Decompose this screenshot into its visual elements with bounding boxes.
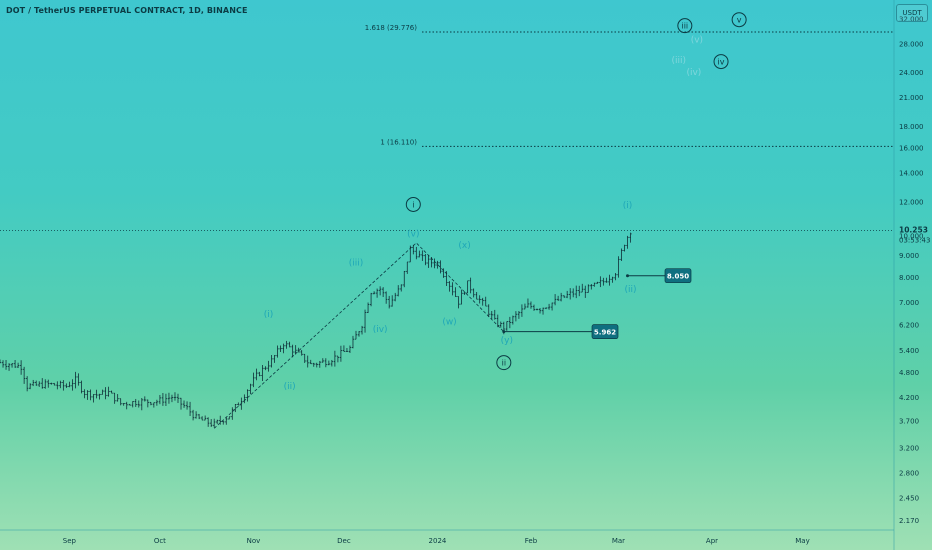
y-tick-label: 9.000 (899, 252, 919, 260)
y-tick-label: 18.000 (899, 123, 924, 131)
y-tick-label: 8.000 (899, 274, 919, 282)
wave-label: (iii) (672, 56, 687, 66)
y-tick-label: 4.800 (899, 369, 919, 377)
x-tick-label: Mar (612, 537, 625, 545)
wave-label: i (412, 200, 414, 209)
y-tick-label: 6.200 (899, 321, 919, 329)
x-tick-label: Apr (706, 537, 718, 545)
x-tick-label: 2024 (429, 537, 447, 545)
wave-label: iii (681, 22, 688, 31)
wave-label: (iv) (686, 68, 701, 78)
level-tag-box (664, 268, 692, 284)
wave-label-circle (677, 18, 693, 34)
wave-label-circle (713, 54, 729, 70)
countdown-label: 03:53:43 (899, 237, 930, 245)
y-tick-label: 24.000 (899, 69, 924, 77)
wave-label: (iii) (349, 258, 364, 268)
wave-label-circle (731, 12, 747, 28)
wave-label: v (737, 16, 742, 25)
wave-label: (w) (442, 317, 456, 327)
y-tick-label: 2.170 (899, 517, 919, 525)
y-tick-label: 16.000 (899, 145, 924, 153)
wave-label-circle (496, 355, 512, 371)
x-tick-label: May (795, 537, 809, 545)
level-tag-dot (502, 330, 506, 334)
wave-label: (i) (264, 310, 274, 320)
wave-label: (iv) (373, 325, 388, 335)
level-tag-label: 5.962 (594, 329, 616, 337)
fib-level-label: 1 (16.110) (380, 138, 417, 146)
chart-title: DOT / TetherUS PERPETUAL CONTRACT, 1D, B… (6, 6, 248, 15)
y-tick-label: 2.800 (899, 470, 919, 478)
y-tick-label: 4.200 (899, 394, 919, 402)
y-tick-label: 3.700 (899, 418, 919, 426)
y-tick-label: 21.000 (899, 94, 924, 102)
wave-label: (i) (623, 201, 633, 211)
wave-label: ii (502, 359, 506, 368)
wave-label: (ii) (284, 382, 296, 392)
wave-label: (v) (691, 35, 703, 45)
y-tick-label: 3.200 (899, 445, 919, 453)
wave-label: (ii) (625, 285, 637, 295)
wave-label: (y) (501, 336, 513, 346)
y-tick-label: 32.000 (899, 16, 924, 24)
y-tick-label: 10.000 (899, 232, 924, 240)
level-tag-label: 8.050 (667, 273, 689, 281)
level-tag-box (591, 324, 619, 340)
x-tick-label: Feb (525, 537, 538, 545)
y-tick-label: 5.400 (899, 347, 919, 355)
y-tick-label: 14.000 (899, 170, 924, 178)
level-tag-dot (626, 274, 630, 278)
currency-button[interactable]: USDT (896, 4, 928, 22)
wave-label-circle (405, 196, 421, 212)
fib-level-label: 1.618 (29.776) (365, 24, 417, 32)
wave-label: (v) (407, 229, 419, 239)
wave-label: iv (718, 58, 725, 67)
wave-trend-line (213, 242, 505, 429)
x-tick-label: Nov (247, 537, 261, 545)
x-tick-label: Oct (154, 537, 166, 545)
y-tick-label: 28.000 (899, 40, 924, 48)
y-tick-label: 7.000 (899, 299, 919, 307)
current-price-label: 10.253 (899, 226, 928, 235)
x-tick-label: Sep (63, 537, 77, 545)
y-tick-label: 12.000 (899, 198, 924, 206)
y-tick-label: 2.450 (899, 494, 919, 502)
wave-label: (x) (458, 241, 470, 251)
x-tick-label: Dec (337, 537, 351, 545)
